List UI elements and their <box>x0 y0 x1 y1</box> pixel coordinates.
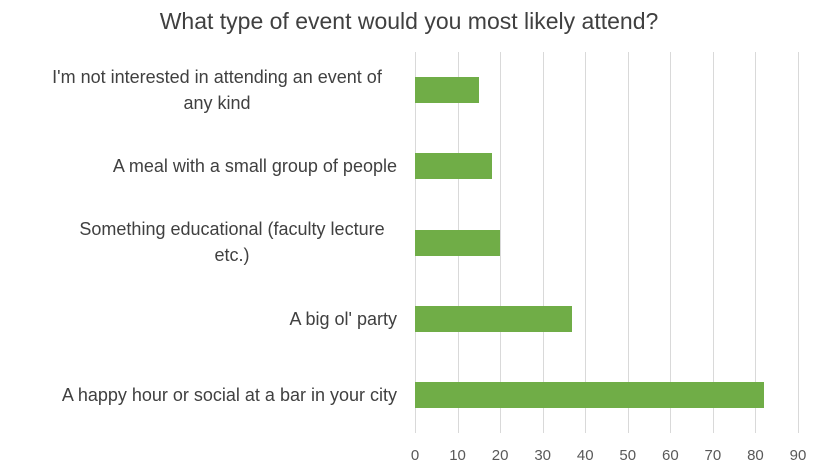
chart-title: What type of event would you most likely… <box>159 8 659 34</box>
gridline <box>755 52 757 433</box>
gridline <box>712 52 714 433</box>
bar <box>415 229 501 256</box>
bar <box>415 305 573 332</box>
x-tick-label: 90 <box>789 447 807 464</box>
category-label-row: A meal with a small group of people <box>0 128 397 204</box>
bar <box>415 77 479 104</box>
category-label: A happy hour or social at a bar in your … <box>61 384 397 405</box>
category-label-row: I'm not interested in attending an event… <box>0 52 397 128</box>
bar <box>415 153 492 180</box>
plot-area <box>415 52 799 433</box>
x-tick-label: 20 <box>491 447 509 464</box>
gridline <box>542 52 544 433</box>
gridline <box>670 52 672 433</box>
category-label: I'm not interested in attending an event… <box>52 67 382 114</box>
x-tick-label: 0 <box>410 447 420 464</box>
category-label-row: A big ol' party <box>0 281 398 357</box>
x-tick-label: 50 <box>619 447 637 464</box>
category-label-row: Something educational (faculty lecture e… <box>0 204 397 280</box>
gridline <box>627 52 629 433</box>
gridline <box>500 52 502 433</box>
gridline <box>585 52 587 433</box>
category-label: A big ol' party <box>289 308 398 329</box>
x-tick-label: 80 <box>747 447 764 464</box>
x-tick-label: 70 <box>704 447 722 464</box>
bar <box>415 381 764 408</box>
x-tick-label: 10 <box>449 447 466 464</box>
category-label-row: A happy hour or social at a bar in your … <box>0 357 397 433</box>
gridline <box>798 52 799 433</box>
category-label: Something educational (faculty lecture e… <box>79 219 385 266</box>
category-label: A meal with a small group of people <box>112 156 397 177</box>
x-tick-label: 40 <box>576 447 594 464</box>
x-tick-label: 60 <box>661 447 679 464</box>
x-tick-label: 30 <box>534 447 551 464</box>
